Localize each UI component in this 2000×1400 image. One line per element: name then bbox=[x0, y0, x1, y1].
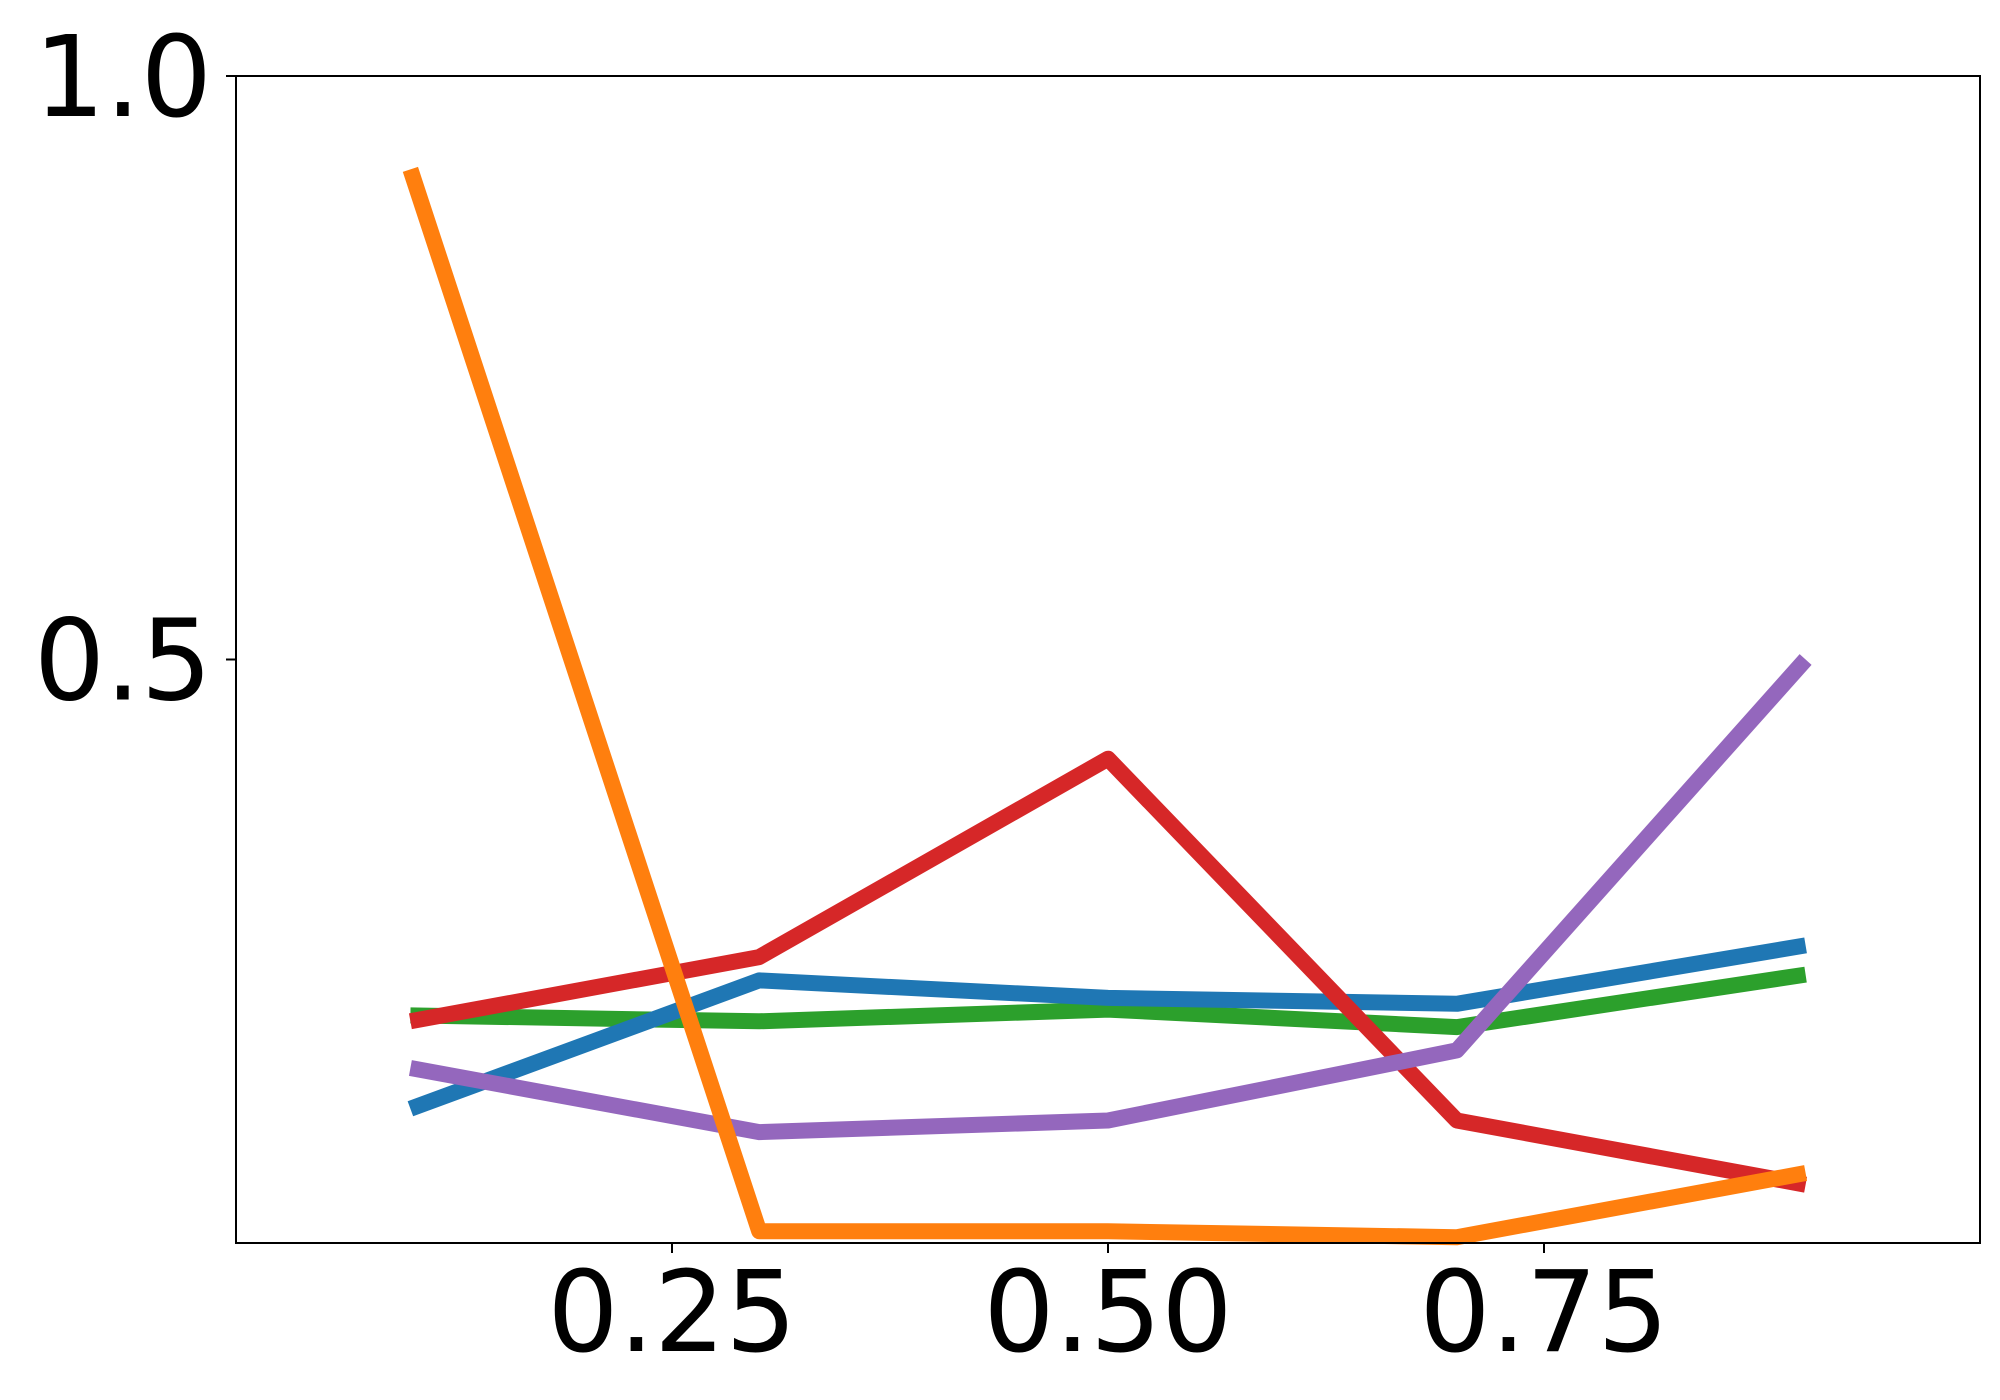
series-line-2 bbox=[407, 937, 1807, 1117]
plot-area-frame bbox=[235, 75, 1981, 1244]
y-axis: 0.5 1.0 bbox=[34, 13, 236, 727]
x-tick-label: 0.50 bbox=[983, 1248, 1232, 1378]
y-tick-label: 0.5 bbox=[34, 597, 212, 727]
series-layer bbox=[402, 166, 1812, 1246]
x-axis: 0.25 0.50 0.75 bbox=[547, 1243, 1669, 1378]
x-tick-label: 0.75 bbox=[1419, 1248, 1668, 1378]
series-line-3 bbox=[408, 750, 1808, 1193]
x-tick-label: 0.25 bbox=[547, 1248, 796, 1378]
y-tick-label: 1.0 bbox=[34, 13, 212, 143]
series-line-5 bbox=[402, 166, 1808, 1246]
series-line-4 bbox=[408, 654, 1812, 1141]
